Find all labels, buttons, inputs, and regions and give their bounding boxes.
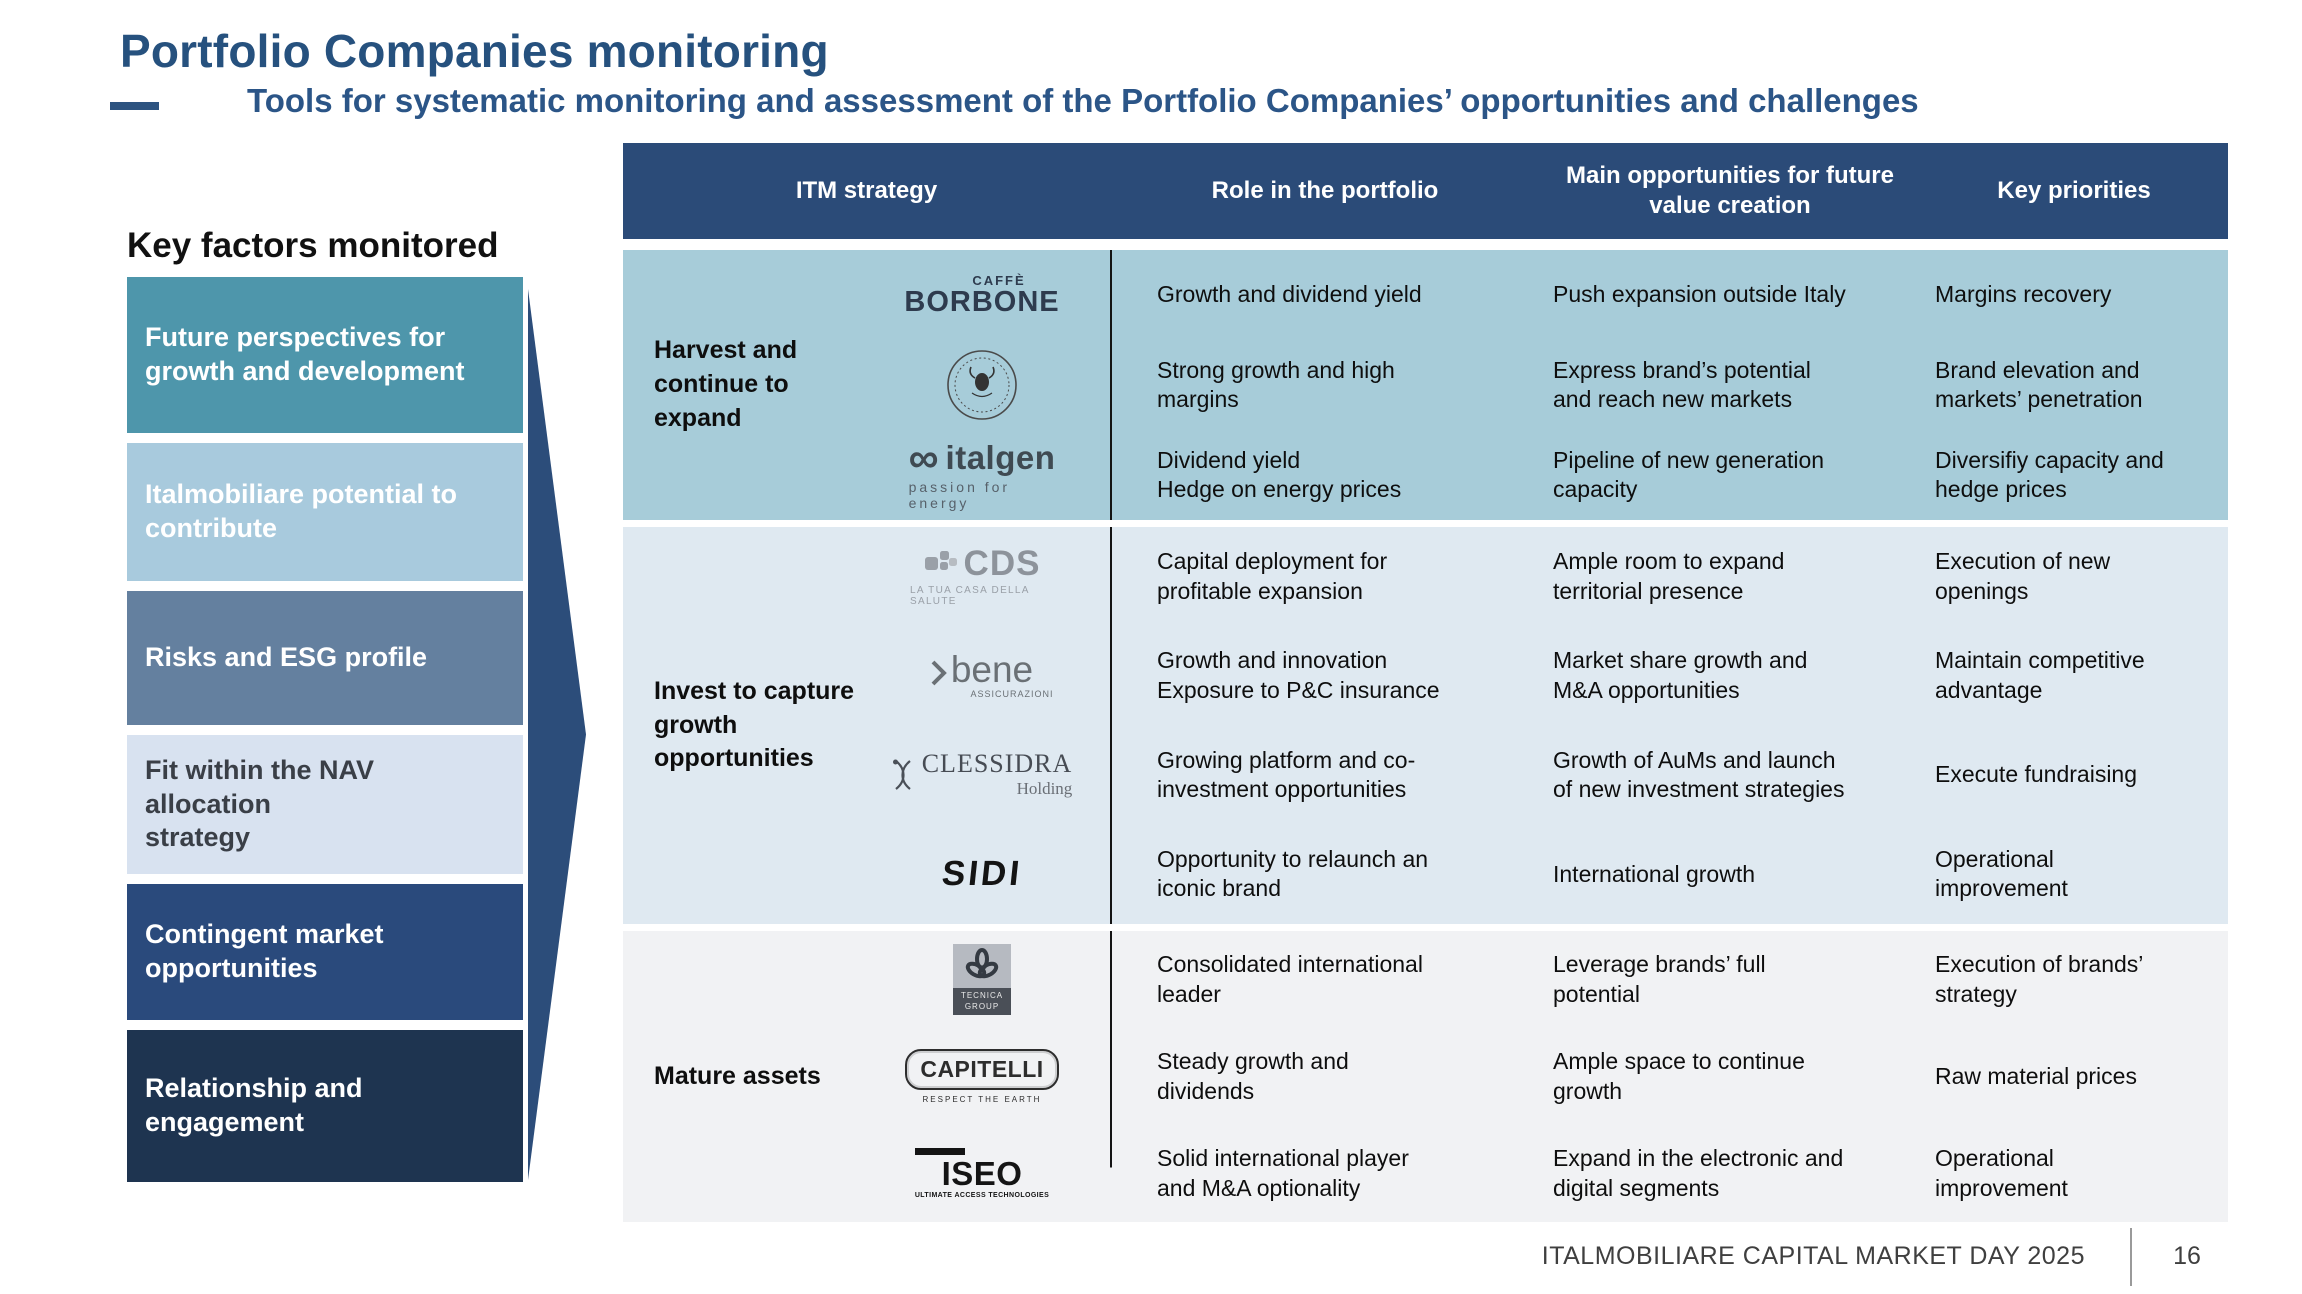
company-logo-column: TECNICA GROUP CAPITELLI RESPECT THE EART… bbox=[905, 931, 1110, 1222]
g-opp-column: Ample room to expand territorial presenc… bbox=[1540, 527, 1920, 924]
company-logo-column: CAFFÈ BORBONE ∞ italgen passion for ener… bbox=[904, 250, 1110, 520]
priority-cell: Execution of brands’ strategy bbox=[1935, 951, 2144, 1007]
right-arrow-shape bbox=[528, 289, 586, 1180]
priority-cell: Maintain competitive advantage bbox=[1935, 647, 2145, 703]
opportunity-cell: Express brand’s potential and reach new … bbox=[1553, 356, 1811, 412]
cds-squares-icon bbox=[924, 550, 957, 570]
key-factor-item: Relationship and engagement bbox=[127, 1030, 523, 1182]
santa-maria-novella-logo bbox=[945, 348, 1019, 422]
opportunity-cell: Pipeline of new generation capacity bbox=[1553, 446, 1825, 502]
clessidra-hourglass-icon bbox=[892, 759, 911, 790]
opportunity-cell: Expand in the electronic and digital seg… bbox=[1553, 1145, 1844, 1201]
opportunity-cell: Push expansion outside Italy bbox=[1553, 281, 1846, 308]
key-factor-item: Risks and ESG profile bbox=[127, 591, 523, 725]
g-pri-column: Margins recovery Brand elevation and mark… bbox=[1920, 250, 2228, 520]
key-factor-item: Italmobiliare potential to contribute bbox=[127, 443, 523, 581]
role-cell: Capital deployment for profitable expans… bbox=[1157, 548, 1388, 604]
opportunity-cell: Leverage brands’ full potential bbox=[1553, 951, 1766, 1007]
opportunity-cell: Ample room to expand territorial presenc… bbox=[1553, 548, 1785, 604]
role-cell: Growth and innovation Exposure to P&C in… bbox=[1157, 647, 1440, 703]
tecnica-group-logo: TECNICA GROUP bbox=[953, 943, 1011, 1016]
clessidra-holding-logo: CLESSIDRA Holding bbox=[892, 751, 1072, 799]
key-factors-heading: Key factors monitored bbox=[127, 226, 499, 265]
iseo-logo: ISEO ULTIMATE ACCESS TECHNOLOGIES bbox=[914, 1147, 1049, 1199]
company-logo-column: CDS LA TUA CASA DELLA SALUTE bene ASSICU… bbox=[892, 527, 1110, 924]
strategy-group: Harvest and continue to expand CAFFÈ BOR… bbox=[623, 250, 2228, 520]
role-cell: Strong growth and high margins bbox=[1157, 356, 1395, 412]
cds-logo: CDS LA TUA CASA DELLA SALUTE bbox=[910, 544, 1041, 608]
role-cell: Growing platform and co- investment oppo… bbox=[1157, 746, 1416, 803]
company-logo-cell: ∞ italgen passion for energy bbox=[908, 430, 1110, 520]
company-logo-cell: ISEO ULTIMATE ACCESS TECHNOLOGIES bbox=[910, 1125, 1110, 1222]
priority-cell: Operational improvement bbox=[1935, 845, 2068, 902]
company-logo-cell: CAFFÈ BORBONE bbox=[904, 250, 1110, 340]
strategy-group: Invest to capture growth opportunities C… bbox=[623, 527, 2228, 924]
page-title: Portfolio Companies monitoring bbox=[120, 25, 829, 77]
footer-divider bbox=[2130, 1228, 2132, 1286]
g-role-column: Consolidated international leader Steady … bbox=[1110, 931, 1540, 1222]
key-factors-list: Future perspectives for growth and devel… bbox=[127, 277, 523, 1182]
role-cell: Opportunity to relaunch an iconic brand bbox=[1157, 845, 1429, 902]
column-header-itm-strategy: ITM strategy bbox=[795, 177, 938, 204]
key-factor-item: Future perspectives for growth and devel… bbox=[127, 277, 523, 433]
footer-title: ITALMOBILIARE CAPITAL MARKET DAY 2025 bbox=[1541, 1242, 2085, 1270]
table-header-row: ITM strategy Role in the portfolio Main … bbox=[623, 143, 2228, 239]
key-factor-item: Fit within the NAV allocation strategy bbox=[127, 735, 523, 874]
strategy-group: Mature assets TECNICA GROUP CAPITELLI RE… bbox=[623, 931, 2228, 1222]
company-logo-cell bbox=[910, 340, 1110, 430]
g-opp-column: Push expansion outside Italy Express bran… bbox=[1540, 250, 1920, 520]
priority-cell: Raw material prices bbox=[1935, 1062, 2137, 1089]
strategy-label: Mature assets bbox=[654, 1061, 821, 1090]
capitelli-logo: CAPITELLI RESPECT THE EARTH bbox=[905, 1049, 1059, 1104]
column-header-key-priorities: Key priorities bbox=[1997, 177, 2151, 204]
role-cell: Steady growth and dividends bbox=[1157, 1048, 1349, 1104]
g-role-column: Growth and dividend yield Strong growth a… bbox=[1110, 250, 1540, 520]
key-factor-item: Contingent market opportunities bbox=[127, 884, 523, 1020]
opportunity-cell: International growth bbox=[1553, 860, 1756, 887]
page-subtitle: Tools for systematic monitoring and asse… bbox=[247, 82, 1919, 119]
italgen-logo: ∞ italgen passion for energy bbox=[908, 434, 1056, 511]
company-logo-cell: TECNICA GROUP bbox=[910, 931, 1110, 1028]
sidi-logo: SIDI bbox=[939, 854, 1025, 894]
strategy-label: Harvest and continue to expand bbox=[654, 336, 798, 432]
g-role-column: Capital deployment for profitable expans… bbox=[1110, 527, 1540, 924]
column-header-opportunities: Main opportunities for future value crea… bbox=[1566, 162, 1894, 219]
caffe-borbone-logo: CAFFÈ BORBONE bbox=[904, 273, 1060, 318]
role-cell: Growth and dividend yield bbox=[1157, 281, 1422, 308]
strategy-label: Invest to capture growth opportunities bbox=[654, 676, 855, 773]
santa-maria-novella-emblem-icon bbox=[947, 350, 1017, 420]
company-logo-cell: bene ASSICURAZIONI bbox=[910, 626, 1110, 725]
priority-cell: Margins recovery bbox=[1935, 281, 2112, 308]
opportunity-cell: Market share growth and M&A opportunitie… bbox=[1553, 647, 1808, 703]
priority-cell: Brand elevation and markets’ penetration bbox=[1935, 356, 2143, 412]
opportunity-cell: Ample space to continue growth bbox=[1553, 1048, 1805, 1104]
company-logo-cell: CLESSIDRA Holding bbox=[892, 726, 1110, 825]
role-cell: Solid international player and M&A optio… bbox=[1157, 1145, 1409, 1201]
bene-chevron-icon bbox=[931, 660, 947, 686]
role-cell: Consolidated international leader bbox=[1157, 951, 1423, 1007]
company-logo-cell: CDS LA TUA CASA DELLA SALUTE bbox=[910, 527, 1110, 626]
iseo-bar-icon bbox=[914, 1147, 965, 1155]
priority-cell: Execution of new openings bbox=[1935, 548, 2111, 604]
priority-cell: Execute fundraising bbox=[1935, 761, 2138, 788]
g-pri-column: Execution of brands’ strategy Raw materia… bbox=[1920, 931, 2228, 1222]
priority-cell: Diversifiy capacity and hedge prices bbox=[1935, 446, 2164, 502]
infinity-icon: ∞ bbox=[908, 434, 939, 482]
subtitle-dash bbox=[110, 102, 159, 110]
company-logo-cell: CAPITELLI RESPECT THE EARTH bbox=[905, 1028, 1110, 1125]
company-logo-cell: SIDI bbox=[910, 825, 1110, 924]
g-pri-column: Execution of new openings Maintain compet… bbox=[1920, 527, 2228, 924]
opportunity-cell: Growth of AuMs and launch of new investm… bbox=[1553, 746, 1845, 803]
column-header-role: Role in the portfolio bbox=[1211, 177, 1439, 204]
priority-cell: Operational improvement bbox=[1935, 1145, 2068, 1201]
tecnica-trefoil-icon bbox=[965, 947, 999, 978]
page-number: 16 bbox=[2173, 1242, 2201, 1270]
g-opp-column: Leverage brands’ full potential Ample spa… bbox=[1540, 931, 1920, 1222]
bene-assicurazioni-logo: bene ASSICURAZIONI bbox=[910, 651, 1053, 699]
role-cell: Dividend yield Hedge on energy prices bbox=[1157, 446, 1402, 502]
